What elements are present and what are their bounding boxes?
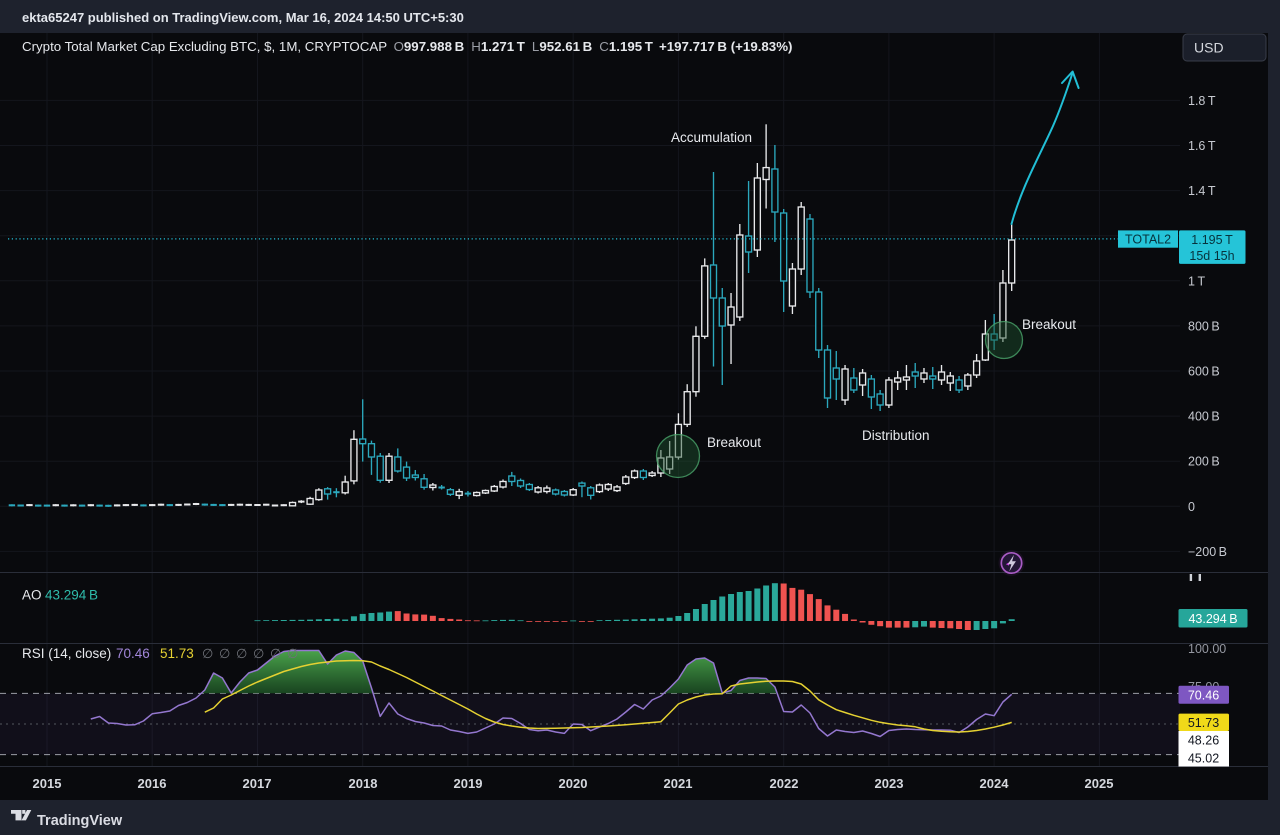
svg-text:∅: ∅: [219, 646, 230, 661]
svg-text:TOTAL2: TOTAL2: [1125, 233, 1171, 247]
svg-text:100.00: 100.00: [1188, 642, 1226, 656]
svg-text:TradingView: TradingView: [37, 813, 123, 829]
svg-text:2015: 2015: [33, 776, 62, 791]
svg-text:∅: ∅: [287, 646, 298, 661]
svg-text:2016: 2016: [138, 776, 167, 791]
svg-text:Breakout: Breakout: [1022, 317, 1076, 332]
svg-text:15d 15h: 15d 15h: [1189, 249, 1234, 263]
svg-text:2025: 2025: [1085, 776, 1114, 791]
svg-text:Crypto Total Market Cap Exclud: Crypto Total Market Cap Excluding BTC, $…: [22, 39, 792, 54]
svg-text:51.73: 51.73: [1188, 716, 1219, 730]
svg-text:800 B: 800 B: [1188, 319, 1220, 333]
svg-text:1.195 T: 1.195 T: [1191, 233, 1233, 247]
svg-text:∅: ∅: [202, 646, 213, 661]
svg-text:1.4 T: 1.4 T: [1188, 184, 1216, 198]
svg-text:51.73: 51.73: [160, 646, 194, 661]
svg-text:45.02: 45.02: [1188, 751, 1219, 765]
svg-text:0: 0: [1188, 500, 1195, 514]
svg-text:70.46: 70.46: [1188, 688, 1219, 702]
svg-text:USD: USD: [1194, 40, 1224, 56]
svg-text:−200 B: −200 B: [1188, 545, 1227, 559]
svg-text:70.46: 70.46: [116, 646, 150, 661]
svg-text:43.294 B: 43.294 B: [45, 588, 98, 603]
svg-text:∅: ∅: [270, 646, 281, 661]
svg-text:∅: ∅: [236, 646, 247, 661]
svg-text:ekta65247 published on Trading: ekta65247 published on TradingView.com, …: [22, 10, 464, 25]
svg-text:600 B: 600 B: [1188, 365, 1220, 379]
svg-text:2022: 2022: [770, 776, 799, 791]
svg-text:2017: 2017: [243, 776, 272, 791]
svg-text:2024: 2024: [980, 776, 1010, 791]
svg-text:AO: AO: [22, 588, 42, 603]
svg-text:RSI (14, close): RSI (14, close): [22, 646, 111, 661]
svg-text:43.294 B: 43.294 B: [1188, 612, 1237, 626]
svg-text:2023: 2023: [875, 776, 904, 791]
svg-text:Breakout: Breakout: [707, 435, 761, 450]
svg-text:Distribution: Distribution: [862, 428, 930, 443]
svg-text:48.26: 48.26: [1188, 734, 1219, 748]
svg-text:400 B: 400 B: [1188, 410, 1220, 424]
svg-text:2018: 2018: [349, 776, 378, 791]
svg-text:1 T: 1 T: [1188, 274, 1205, 288]
svg-text:2020: 2020: [559, 776, 588, 791]
svg-text:2019: 2019: [454, 776, 483, 791]
svg-text:Accumulation: Accumulation: [671, 130, 752, 145]
svg-text:∅: ∅: [253, 646, 264, 661]
svg-text:1.6 T: 1.6 T: [1188, 139, 1216, 153]
svg-text:200 B: 200 B: [1188, 455, 1220, 469]
svg-text:2021: 2021: [664, 776, 693, 791]
svg-text:1.8 T: 1.8 T: [1188, 94, 1216, 108]
